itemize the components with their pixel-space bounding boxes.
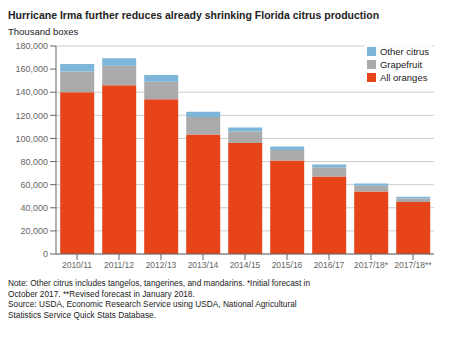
html-text:All oranges: All oranges <box>379 72 428 83</box>
svg-text:140,000: 140,000 <box>15 87 48 97</box>
html-text:Hurricane Irma further reduces: Hurricane Irma further reduces already s… <box>8 9 380 21</box>
svg-text:2011/12: 2011/12 <box>104 260 134 270</box>
svg-text:2015/16: 2015/16 <box>272 260 303 270</box>
html-text:Thousand boxes: Thousand boxes <box>8 26 79 37</box>
svg-text:2016/17: 2016/17 <box>314 260 345 270</box>
svg-text:2013/14: 2013/14 <box>188 260 219 270</box>
svg-text:160,000: 160,000 <box>15 64 48 74</box>
html-text:Other citrus: Other citrus <box>379 46 429 57</box>
svg-text:2014/15: 2014/15 <box>230 260 261 270</box>
svg-text:20,000: 20,000 <box>20 226 48 236</box>
svg-text:120,000: 120,000 <box>15 111 48 121</box>
svg-text:180,000: 180,000 <box>15 41 48 51</box>
svg-text:2010/11: 2010/11 <box>62 260 92 270</box>
svg-text:2012/13: 2012/13 <box>146 260 177 270</box>
html-text:Grapefruit: Grapefruit <box>379 59 423 70</box>
svg-text:2017/18**: 2017/18** <box>394 260 432 270</box>
svg-text:2017/18*: 2017/18* <box>354 260 389 270</box>
svg-text:80,000: 80,000 <box>20 157 48 167</box>
svg-text:100,000: 100,000 <box>15 134 48 144</box>
svg-text:60,000: 60,000 <box>20 180 48 190</box>
svg-text:0: 0 <box>43 249 48 259</box>
html-text:Note: Other citrus includes ta: Note: Other citrus includes tangelos, ta… <box>8 278 311 320</box>
svg-text:40,000: 40,000 <box>20 203 48 213</box>
